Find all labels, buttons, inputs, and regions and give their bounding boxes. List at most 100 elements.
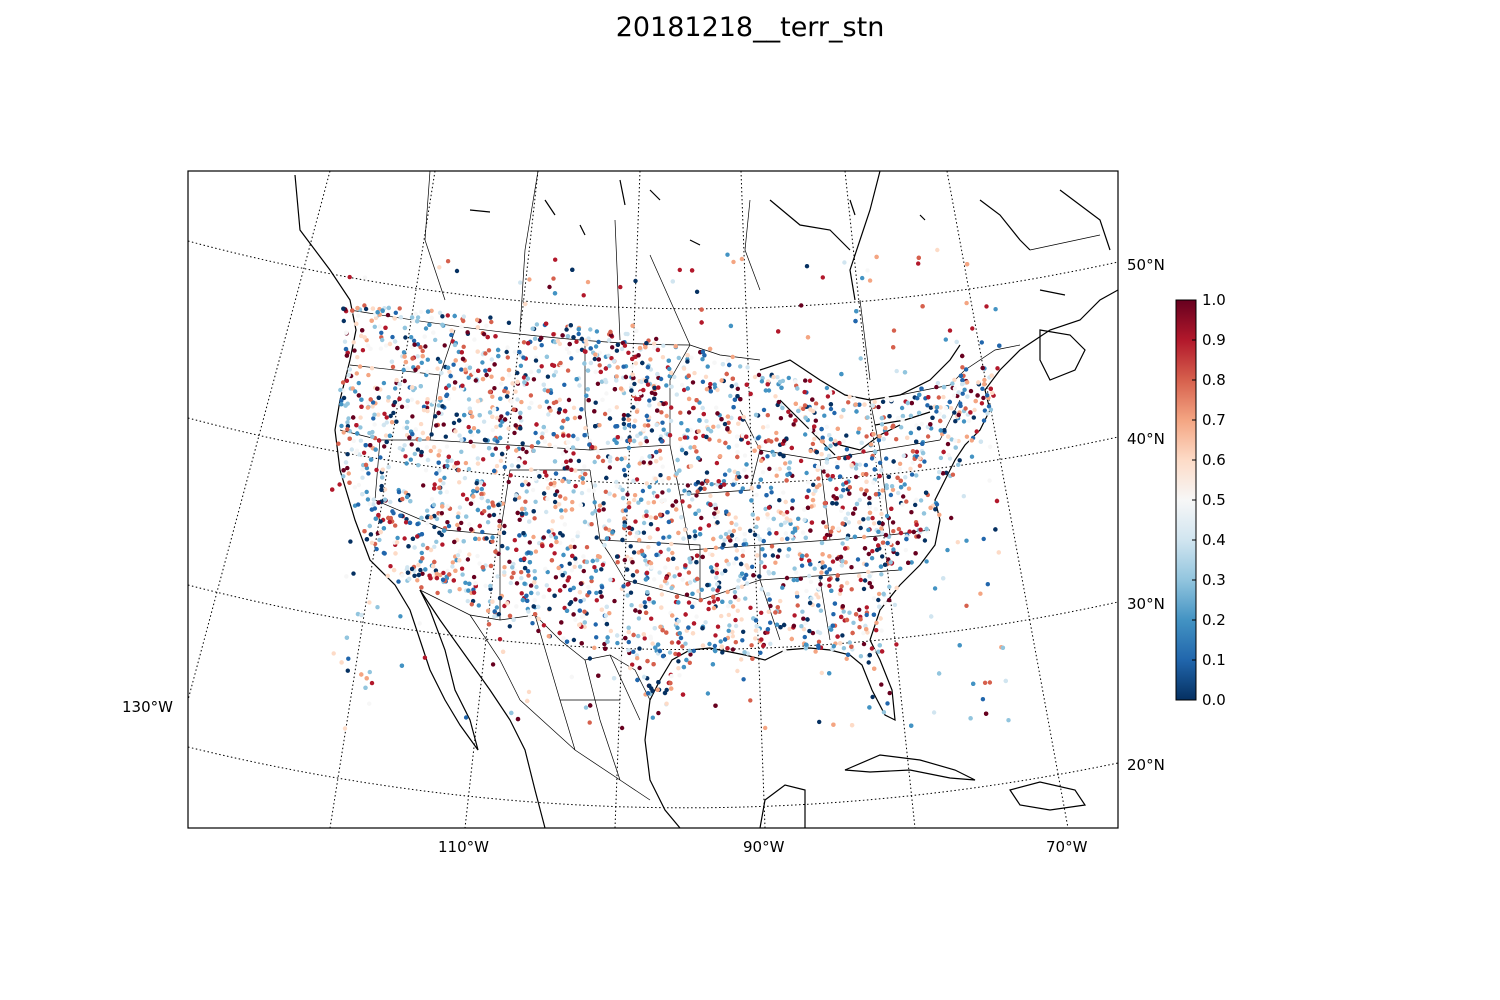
station-marker [736, 597, 741, 602]
station-marker [852, 534, 858, 539]
station-marker [847, 394, 852, 399]
station-marker [877, 604, 882, 609]
station-marker [691, 648, 696, 654]
station-marker [519, 576, 524, 581]
station-marker [902, 370, 908, 375]
station-marker [468, 429, 473, 434]
station-marker [872, 399, 877, 405]
station-marker [823, 583, 828, 588]
station-marker [405, 570, 411, 575]
station-marker [803, 415, 808, 421]
station-marker [604, 475, 609, 481]
station-marker [658, 376, 664, 382]
station-marker [641, 674, 647, 680]
station-marker [953, 419, 958, 424]
station-marker [621, 412, 627, 418]
station-marker [351, 415, 356, 420]
station-marker [817, 719, 822, 725]
station-marker [945, 547, 950, 553]
meridian-label: 130°W [122, 698, 173, 716]
station-marker [644, 570, 650, 576]
station-marker [527, 519, 532, 524]
station-marker [600, 562, 606, 567]
station-marker [574, 339, 579, 344]
station-marker [666, 547, 671, 552]
station-marker [632, 381, 637, 387]
station-marker [749, 643, 754, 648]
station-marker [634, 530, 640, 536]
station-marker [963, 406, 968, 411]
station-marker [840, 521, 845, 526]
station-marker [523, 479, 528, 485]
station-marker [394, 540, 400, 545]
station-marker [870, 549, 875, 554]
station-marker [509, 399, 514, 404]
station-marker [521, 375, 527, 380]
colorbar-tick-label: 0.3 [1202, 571, 1226, 589]
station-marker [709, 482, 714, 487]
station-marker [655, 347, 661, 353]
station-marker [775, 375, 780, 380]
station-marker [941, 384, 947, 390]
station-marker [448, 373, 453, 379]
station-marker [582, 361, 587, 366]
station-marker [794, 590, 800, 596]
station-marker [466, 397, 472, 402]
station-marker [513, 423, 518, 428]
station-marker [869, 556, 875, 561]
station-marker [759, 637, 764, 642]
station-marker [698, 526, 703, 531]
station-marker [568, 587, 573, 593]
station-marker [599, 585, 605, 590]
station-marker [863, 462, 869, 468]
station-marker [490, 539, 495, 544]
station-marker [416, 463, 421, 468]
station-marker [667, 650, 673, 655]
station-marker [505, 390, 510, 395]
station-marker [677, 468, 682, 473]
station-marker [411, 338, 417, 343]
station-marker [587, 438, 593, 443]
station-marker [739, 584, 745, 589]
station-marker [984, 304, 989, 309]
station-marker [879, 531, 885, 536]
station-marker [916, 410, 922, 416]
station-marker [370, 306, 376, 311]
station-marker [595, 558, 600, 563]
station-marker [847, 640, 852, 645]
station-marker [377, 537, 382, 543]
station-marker [475, 456, 480, 461]
station-marker [475, 461, 481, 466]
station-marker [393, 386, 398, 391]
station-marker [391, 567, 397, 573]
station-marker [683, 451, 689, 456]
station-marker [369, 540, 375, 545]
station-marker [655, 408, 660, 413]
station-marker [840, 633, 845, 638]
station-marker [846, 455, 851, 460]
station-marker [713, 545, 719, 550]
station-marker [360, 348, 366, 353]
station-marker [849, 587, 854, 592]
station-marker [440, 322, 445, 327]
station-marker [864, 627, 869, 632]
station-marker [381, 526, 387, 531]
station-marker [648, 522, 654, 527]
station-marker [735, 537, 741, 543]
station-marker [830, 501, 835, 506]
station-marker [365, 497, 371, 502]
station-marker [603, 366, 609, 371]
station-marker [632, 497, 637, 503]
station-marker [662, 690, 668, 696]
station-marker [459, 350, 464, 355]
station-marker [556, 565, 561, 571]
station-marker [514, 604, 519, 609]
station-marker [461, 344, 466, 349]
station-marker [551, 363, 557, 368]
station-marker [531, 377, 537, 382]
station-marker [722, 537, 727, 543]
station-marker [745, 365, 750, 370]
station-marker [736, 578, 741, 583]
station-marker [403, 454, 408, 459]
station-marker [800, 609, 805, 614]
